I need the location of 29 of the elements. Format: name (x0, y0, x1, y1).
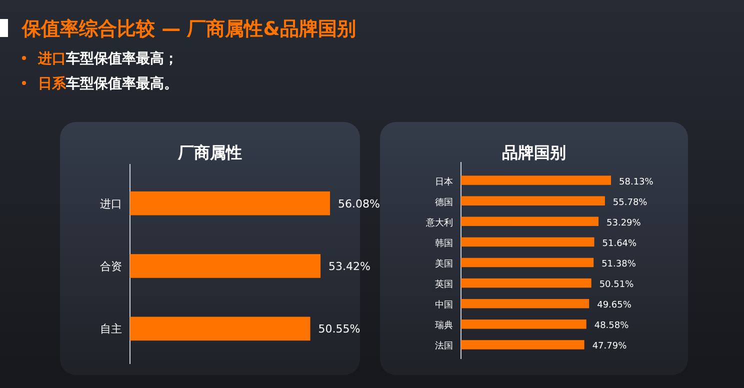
y-tick-label: 英国 (435, 279, 453, 290)
y-tick-label: 瑞典 (435, 320, 453, 332)
data-label: 50.51% (599, 280, 634, 290)
y-tick-label: 韩国 (435, 238, 453, 249)
y-tick-label: 进口 (100, 197, 122, 210)
chart-title: 厂商属性 (177, 143, 242, 162)
data-label: 53.42% (328, 260, 370, 273)
text: 日系车型保值率最高。 (38, 75, 178, 92)
data-label: 48.58% (594, 321, 630, 332)
text: 保值率综合比较 — 厂商属性&品牌国别 (21, 18, 356, 40)
y-tick-label: 意大利 (425, 217, 453, 228)
data-label: 58.13% (619, 177, 654, 188)
y-tick-label: 中国 (435, 300, 453, 311)
text: 进口车型保值率最高； (37, 50, 178, 67)
data-label: 51.64% (602, 238, 638, 249)
data-label: 47.79% (592, 342, 628, 352)
data-label: 49.65% (597, 300, 632, 311)
y-tick-label: 自主 (100, 322, 122, 336)
y-tick-label: 日本 (435, 176, 453, 188)
y-tick-label: 德国 (435, 196, 453, 208)
y-tick-label: 合资 (100, 260, 122, 273)
y-tick-label: 美国 (435, 258, 453, 270)
data-label: 53.29% (606, 218, 642, 228)
data-label: 56.08% (338, 197, 380, 210)
data-label: 50.55% (318, 322, 360, 336)
chart-title: 品牌国别 (502, 143, 566, 162)
data-label: 55.78% (612, 198, 648, 208)
y-tick-label: 法国 (435, 340, 453, 352)
data-label: 51.38% (602, 260, 636, 270)
